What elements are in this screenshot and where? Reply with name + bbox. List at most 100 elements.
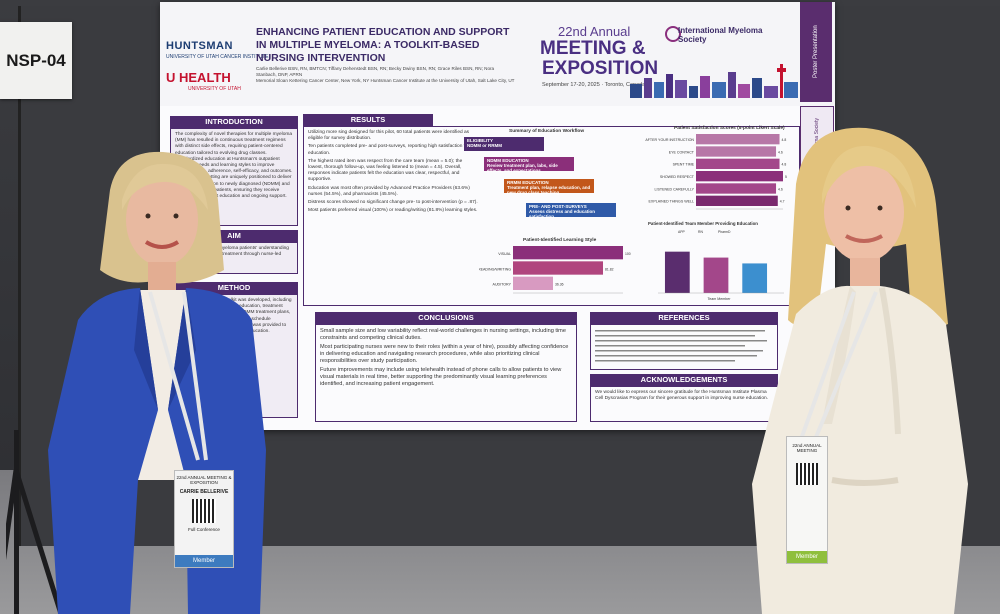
conclusions-bullet: Small sample size and low variability re… xyxy=(320,328,566,341)
poster-title: ENHANCING PATIENT EDUCATION AND SUPPORT … xyxy=(256,26,510,64)
uhealth-logo-sub: UNIVERSITY OF UTAH xyxy=(188,86,241,92)
badge-event: 22nd ANNUAL MEETING & EXPOSITION xyxy=(176,475,232,485)
chart-category-label: VISUAL xyxy=(498,252,511,256)
chart-value-label: 36.36 xyxy=(555,283,564,287)
society-logo-icon xyxy=(665,26,681,42)
chart-bar xyxy=(513,276,553,290)
chart-title: Patient Satisfaction Scores (5-point Lik… xyxy=(674,125,785,131)
workflow-step-sub: Assess distress and education satisfacti… xyxy=(529,209,596,219)
chart-category-label: EXPLAINED THINGS WELL xyxy=(649,200,694,204)
learning-style-chart: Patient-Identified Learning Style VISUAL 1… xyxy=(479,237,631,294)
workflow-step-surveys: PRE- AND POST-SURVEYS Assess distress and… xyxy=(526,203,616,219)
chart-legend-label: APP xyxy=(678,230,686,234)
chart-category-label: LISTENED CAREFULLY xyxy=(655,187,695,191)
chart-bar xyxy=(703,257,729,293)
poster-authors: Carlie Bellerive BSN, RN, BMTCN; Tiffany… xyxy=(256,66,516,84)
chart-category-label: READING/WRITING xyxy=(479,267,511,271)
badge-event: 22nd ANNUAL MEETING xyxy=(792,443,822,453)
easel-stand xyxy=(6,430,64,614)
meeting-name-line2: EXPOSITION xyxy=(542,58,659,79)
workflow-step-sub: Treatment plan, relapse education, and n… xyxy=(507,185,591,195)
badge-qr-code xyxy=(796,463,818,485)
chart-bar xyxy=(696,171,783,182)
workflow-step-label: PRE- AND POST-SURVEYS xyxy=(529,204,587,209)
workflow-step-sub: NDMM or RRMM xyxy=(467,143,502,148)
conclusions-bullet: Most participating nurses were new to th… xyxy=(320,344,569,364)
results-bullet: Ten patients completed pre- and post-sur… xyxy=(308,144,473,156)
chart-value-label: 4.7 xyxy=(780,200,785,204)
workflow-step-label: ELIGIBILITY xyxy=(467,138,494,143)
research-poster: HUNTSMAN UNIVERSITY OF UTAH CANCER INSTI… xyxy=(160,2,835,430)
presenter-left xyxy=(48,151,266,614)
chart-value-label: 4.8 xyxy=(782,163,787,167)
section-results: Utilizing more sing designed for this pi… xyxy=(303,125,800,306)
chart-bar xyxy=(664,251,690,293)
chart-bar xyxy=(742,263,768,293)
toronto-skyline-graphic xyxy=(630,64,798,98)
introduction-text: The complexity of novel therapies for mu… xyxy=(175,132,293,200)
society-name: International Myeloma Society xyxy=(678,26,763,44)
results-bullets: Utilizing more sing designed for this pi… xyxy=(304,127,482,219)
acknowledgements-text: We would like to express our sincere gra… xyxy=(595,390,769,402)
conclusions-bullet: Future improvements may include using te… xyxy=(320,367,562,387)
badge-qr-code xyxy=(192,499,216,523)
chart-bar xyxy=(696,158,780,169)
chart-value-label: 5 xyxy=(785,175,787,179)
section-conclusions: Small sample size and low variability re… xyxy=(315,324,577,422)
huntsman-logo-sub: UNIVERSITY OF UTAH CANCER INSTITUTE xyxy=(166,54,269,60)
meeting-dates: September 17-20, 2025 · Toronto, Canada xyxy=(542,82,646,88)
chart-category-label: SPENT TIME xyxy=(673,163,695,167)
workflow-title: Summary of Education Workflow xyxy=(509,129,585,134)
chart-value-label: 4.6 xyxy=(778,150,783,154)
chart-legend-label: RN xyxy=(698,230,703,234)
team-member-chart: Patient-Identified Team Member Providing… xyxy=(648,221,784,301)
meeting-name-line1: MEETING & xyxy=(540,38,646,59)
section-acknowledgements: We would like to express our sincere gra… xyxy=(590,386,778,422)
chart-value-label: 4.6 xyxy=(778,187,783,191)
results-bullet: The highest rated item was respect from … xyxy=(308,158,463,183)
badge-name: CARRIE BELLERIVE xyxy=(179,489,229,495)
huntsman-logo-text: HUNTSMAN xyxy=(166,40,233,52)
chart-value-label: 100 xyxy=(625,252,631,256)
meeting-number: 22nd Annual xyxy=(558,24,631,39)
booth-number-sign: NSP-04 xyxy=(0,22,72,99)
badge-type: Member xyxy=(175,555,233,567)
uhealth-logo-text: U HEALTH xyxy=(166,70,231,85)
workflow-step-sub: Review treatment plan, labs, side effect… xyxy=(487,163,558,173)
presenter-right xyxy=(752,127,968,614)
institution-logos: HUNTSMAN UNIVERSITY OF UTAH CANCER INSTI… xyxy=(166,40,269,100)
results-bullet: Education was most often provided by Adv… xyxy=(308,185,470,197)
author-list: Carlie Bellerive BSN, RN, BMTCN; Tiffany… xyxy=(256,66,495,77)
name-badge-right: 22nd ANNUAL MEETING Member xyxy=(786,436,828,564)
workflow-step-label: RRMM EDUCATION xyxy=(507,180,549,185)
chart-category-label: AFTER YOUR INSTRUCTION xyxy=(645,138,694,142)
poster-header: HUNTSMAN UNIVERSITY OF UTAH CANCER INSTI… xyxy=(160,2,835,106)
section-header-references: REFERENCES xyxy=(590,312,778,324)
chart-bar xyxy=(696,146,777,157)
badge-note: Full Conference xyxy=(188,527,220,532)
chart-bar xyxy=(513,261,604,275)
section-header-conclusions: CONCLUSIONS xyxy=(315,312,577,324)
references-text-lines xyxy=(595,330,767,362)
name-badge-left: 22nd ANNUAL MEETING & EXPOSITION CARRIE … xyxy=(174,470,234,568)
section-header-acknowledgements: ACKNOWLEDGEMENTS xyxy=(590,374,778,386)
workflow-step-ndmm: NDMM EDUCATION Review treatment plan, lab… xyxy=(484,157,574,173)
chart-value-label: 4.8 xyxy=(782,138,787,142)
section-header-introduction: INTRODUCTION xyxy=(170,116,298,128)
chart-bar xyxy=(696,195,778,206)
workflow-step-rrmm: RRMM EDUCATION Treatment plan, relapse ed… xyxy=(504,179,594,195)
workflow-step-label: NDMM EDUCATION xyxy=(487,158,529,163)
chart-value-label: 81.82 xyxy=(605,267,614,271)
section-introduction: The complexity of novel therapies for mu… xyxy=(170,128,298,226)
chart-category-label: AUDITORY xyxy=(493,283,512,287)
workflow-step-eligibility: ELIGIBILITY NDMM or RRMM xyxy=(464,137,544,151)
badge-type: Member xyxy=(787,551,827,563)
results-bullet: Most patients preferred visual (100%) or… xyxy=(308,208,478,214)
chart-bar xyxy=(696,134,780,145)
section-references xyxy=(590,324,778,370)
results-bullet: Utilizing more sing designed for this pi… xyxy=(308,130,470,142)
satisfaction-chart: Patient Satisfaction Scores (5-point Lik… xyxy=(645,125,787,210)
chart-title: Patient-Identified Team Member Providing… xyxy=(648,221,758,226)
poster-side-badge: Poster Presentation xyxy=(800,2,832,102)
